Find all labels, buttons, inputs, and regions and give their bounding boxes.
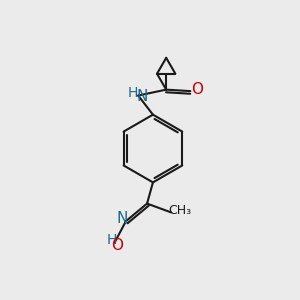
Text: O: O: [111, 238, 123, 253]
Text: H: H: [128, 86, 138, 100]
Text: H: H: [107, 232, 118, 247]
Text: N: N: [136, 89, 147, 104]
Text: N: N: [117, 212, 128, 226]
Text: CH₃: CH₃: [168, 205, 191, 218]
Text: O: O: [191, 82, 203, 97]
